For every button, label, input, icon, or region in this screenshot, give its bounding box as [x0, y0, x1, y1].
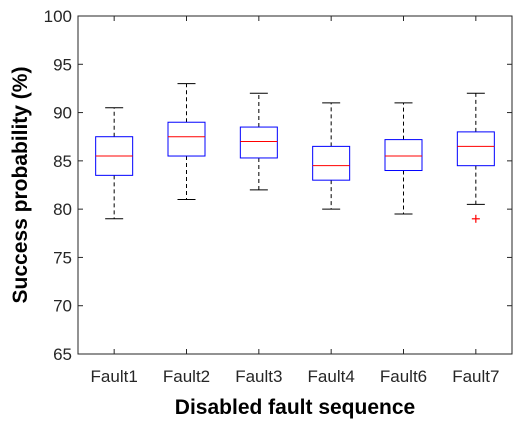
y-tick-label: 90 [53, 104, 72, 123]
x-axis-ticks: Fault1 Fault2 Fault3 Fault4 Fault6 Fault7 [91, 16, 499, 386]
x-axis-title: Disabled fault sequence [175, 396, 415, 419]
box-fault4 [312, 102, 351, 210]
iqr-box [456, 131, 495, 167]
y-tick-label: 100 [44, 7, 72, 26]
x-tick-label: Fault6 [380, 367, 427, 386]
y-tick-label: 70 [53, 297, 72, 316]
box-fault2 [167, 83, 206, 200]
x-tick-label: Fault2 [163, 367, 210, 386]
box-fault7 [456, 92, 495, 223]
y-axis-ticks: 65 70 75 80 85 90 95 100 [44, 7, 512, 364]
y-tick-label: 95 [53, 55, 72, 74]
box-fault3 [239, 92, 278, 191]
iqr-box [167, 121, 206, 157]
y-tick-label: 65 [53, 345, 72, 364]
iqr-box [384, 139, 423, 172]
x-tick-label: Fault4 [308, 367, 355, 386]
x-tick-label: Fault7 [452, 367, 499, 386]
box-fault1 [95, 107, 134, 220]
x-tick-label: Fault1 [91, 367, 138, 386]
iqr-box [239, 126, 278, 159]
box-fault6 [384, 102, 423, 215]
plot-marks [95, 83, 495, 223]
iqr-box [312, 145, 351, 181]
x-tick-label: Fault3 [235, 367, 282, 386]
y-tick-label: 75 [53, 248, 72, 267]
y-axis-title: Success probability (%) [9, 67, 32, 304]
y-tick-label: 80 [53, 200, 72, 219]
y-tick-label: 85 [53, 152, 72, 171]
plot-frame [77, 15, 513, 355]
